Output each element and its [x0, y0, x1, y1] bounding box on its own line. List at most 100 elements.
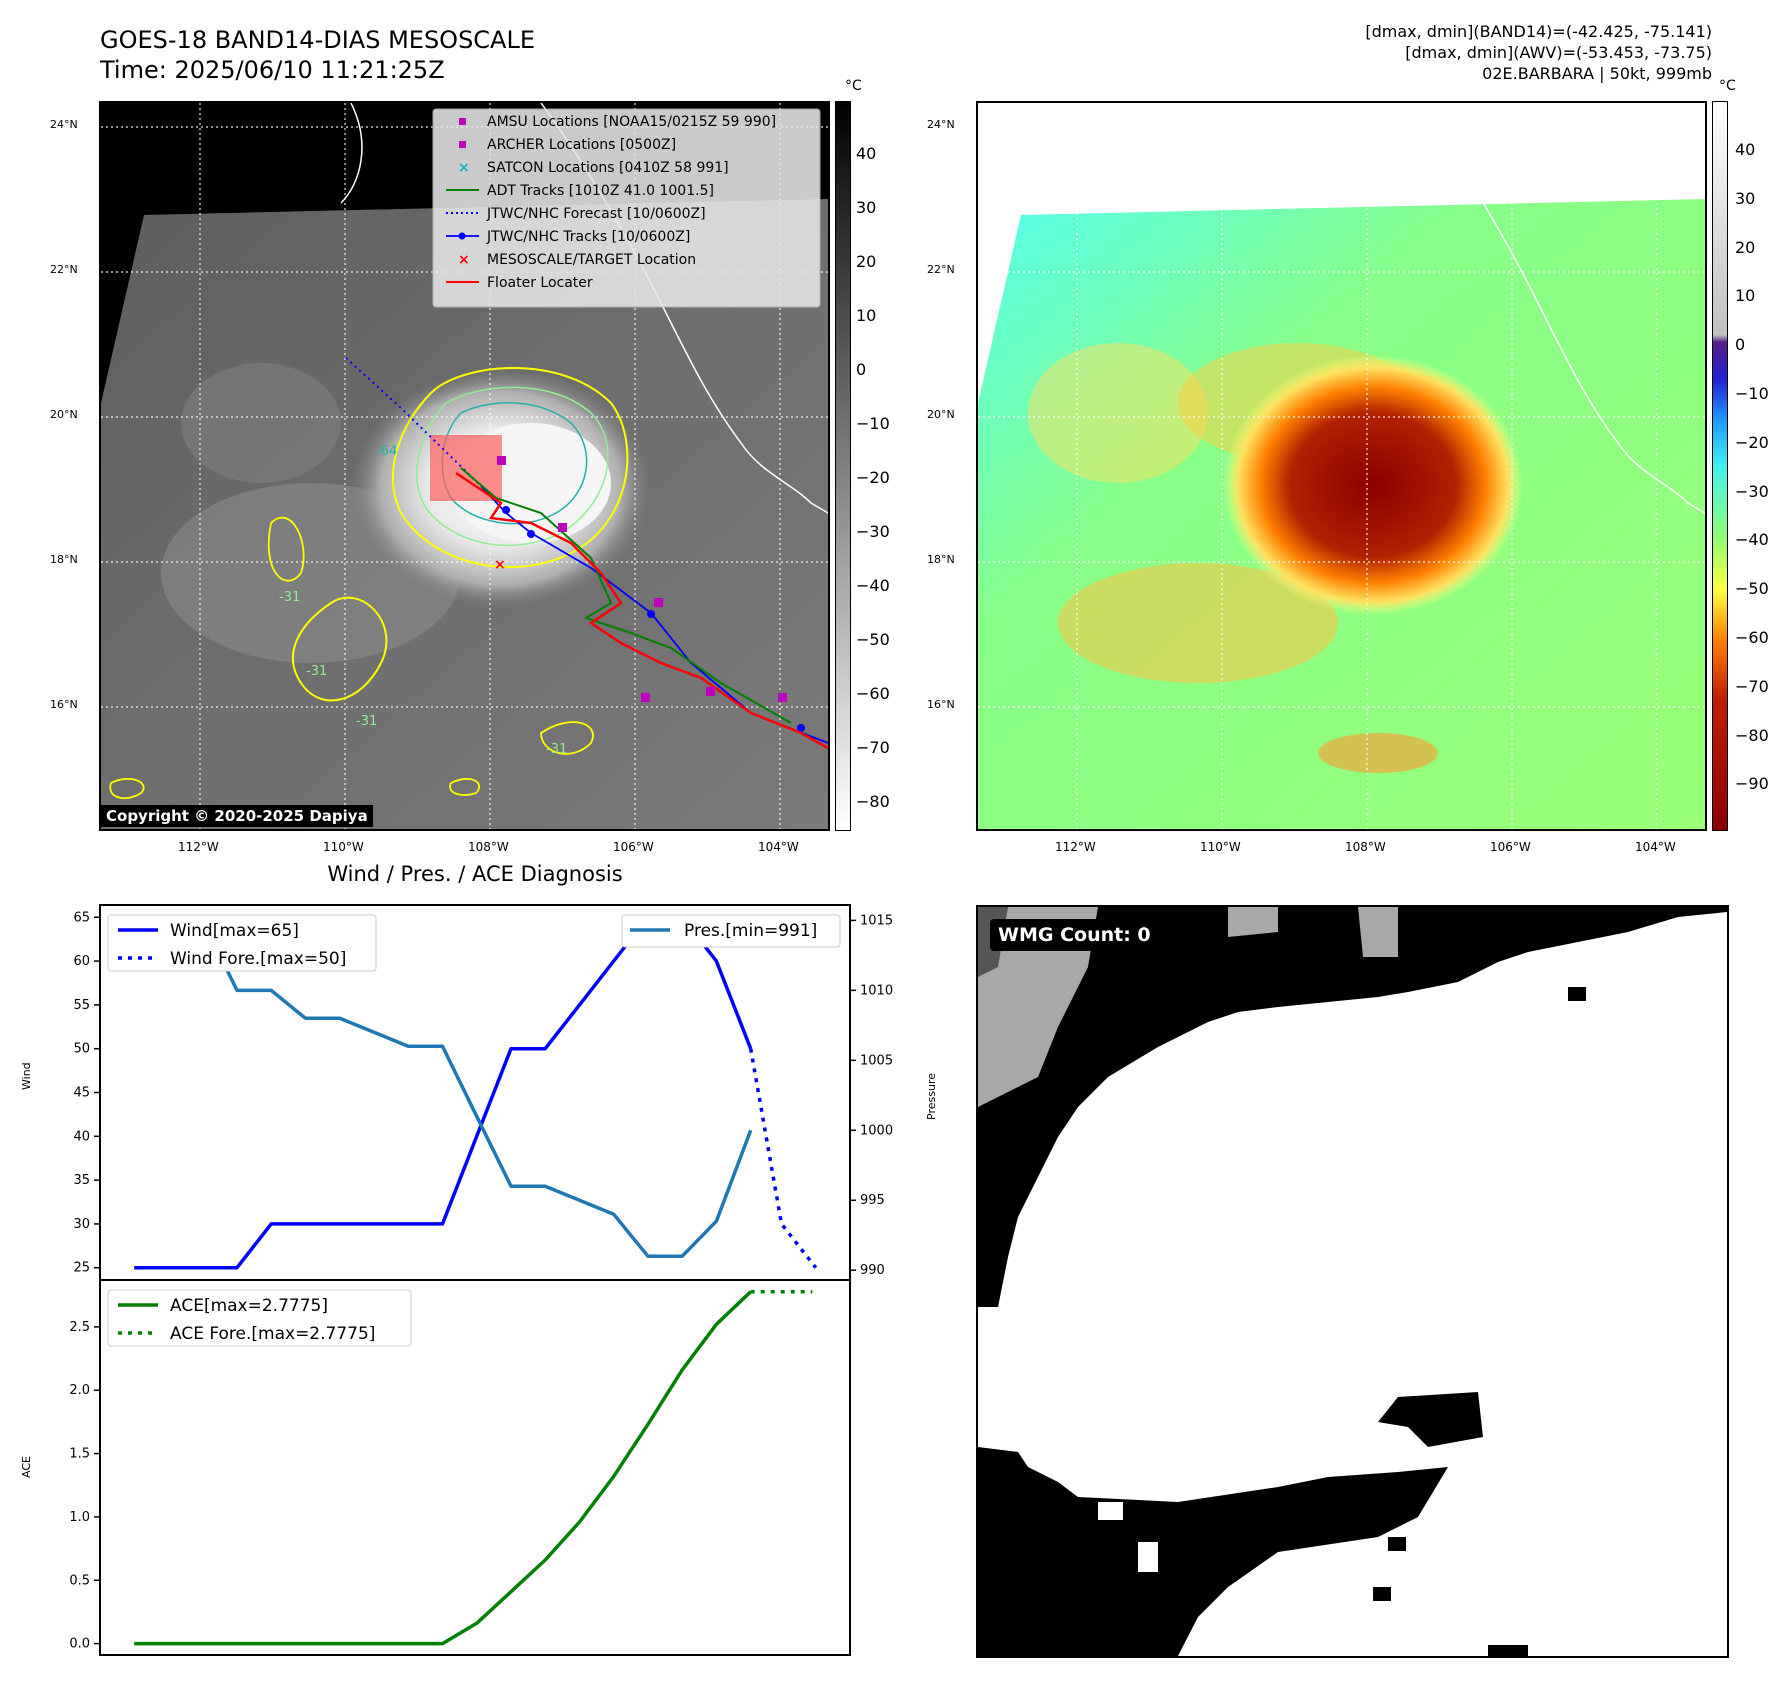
- svg-text:×: ×: [458, 252, 470, 268]
- awv-lon-label: 106°W: [1490, 840, 1531, 854]
- series-line: [134, 1290, 752, 1646]
- awv-colorbar-tick: 10: [1735, 286, 1756, 306]
- ir-colorbar-tick: 10: [856, 306, 877, 325]
- pressure-legend: Pres.[min=991]: [621, 914, 841, 948]
- ir-colorbar-unit: °C: [845, 78, 862, 94]
- figure-title: GOES-18 BAND14-DIAS MESOSCALE: [100, 26, 536, 54]
- ir-colorbar-tick: −30: [856, 522, 890, 541]
- contour-label: -31: [279, 590, 300, 605]
- axis-tick-label: 1000: [860, 1123, 893, 1138]
- awv-colorbar-tick: −80: [1735, 725, 1769, 745]
- floater-box: [430, 435, 502, 501]
- copyright-label: Copyright © 2020-2025 Dapiya: [101, 805, 373, 827]
- legend-wind: Wind[max=65]: [170, 921, 299, 941]
- awv-lon-label: 104°W: [1635, 840, 1676, 854]
- awv-lat-label: 18°N: [927, 553, 955, 566]
- axis-tick-label: 60: [73, 954, 90, 969]
- ir-lat-label: 24°N: [50, 118, 78, 131]
- axis-tick-label: 1015: [860, 913, 893, 928]
- axis-tick-label: 40: [73, 1129, 90, 1144]
- awv-lon-label: 108°W: [1345, 840, 1386, 854]
- ace-chart: 0.0 0.5 1.0 1.5 2.0 2.5 ACE[max=2.7775] ACE F…: [69, 1279, 851, 1656]
- awv-colorbar-tick: −10: [1735, 384, 1769, 403]
- awv-colorbar-tick: −70: [1735, 676, 1769, 696]
- legend-satcon: SATCON Locations [0410Z 58 991]: [487, 160, 729, 176]
- wind-legend: Wind[max=65] Wind Fore.[max=50]: [107, 914, 377, 972]
- ir-lon-label: 110°W: [323, 840, 364, 854]
- axis-tick-label: 30: [73, 1217, 90, 1232]
- awv-colorbar-tick: −60: [1735, 628, 1769, 647]
- awv-colorbar-tick: 40: [1735, 140, 1756, 159]
- ir-lat-label: 22°N: [50, 263, 78, 276]
- axis-tick-label: 25: [73, 1261, 90, 1276]
- awv-colorbar-tick: 30: [1735, 188, 1756, 208]
- svg-text:×: ×: [458, 160, 470, 176]
- axis-tick-label: 1.5: [69, 1447, 90, 1462]
- axis-tick-label: 990: [860, 1263, 885, 1278]
- axis-tick-label: 2.5: [69, 1320, 90, 1335]
- awv-colorbar-tick: 0: [1735, 335, 1746, 355]
- axis-tick-label: 1010: [860, 983, 893, 998]
- ir-lon-label: 108°W: [468, 840, 509, 854]
- diagnosis-title: Wind / Pres. / ACE Diagnosis: [327, 862, 623, 886]
- legend-ace: ACE[max=2.7775]: [170, 1296, 328, 1316]
- ir-colorbar-tick: 30: [856, 198, 877, 217]
- ir-colorbar-tick: −20: [856, 468, 890, 487]
- legend-archer: ARCHER Locations [0500Z]: [487, 137, 676, 153]
- ir-colorbar-tick: 40: [856, 144, 877, 163]
- ir-legend: AMSU Locations [NOAA15/0215Z 59 990] ARC…: [432, 108, 821, 308]
- awv-lon-label: 110°W: [1200, 840, 1241, 854]
- legend-ace-forecast: ACE Fore.[max=2.7775]: [170, 1324, 375, 1344]
- diagnosis-charts: 25 30 35 40 45 50 55 60 65 990 995 1000 1005 1010 101…: [69, 904, 893, 1656]
- ir-colorbar-tick: −80: [856, 792, 890, 811]
- awv-lon-label: 112°W: [1055, 840, 1096, 854]
- ir-lat-label: 20°N: [50, 408, 78, 421]
- contour-label: -31: [356, 714, 377, 729]
- ir-colorbar-tick: −40: [856, 576, 890, 595]
- axis-tick-label: 55: [73, 998, 90, 1013]
- awv-lat-label: 24°N: [927, 118, 955, 131]
- legend-pressure: Pres.[min=991]: [684, 921, 817, 941]
- ir-lat-label: 16°N: [50, 698, 78, 711]
- axis-tick-label: 995: [860, 1193, 885, 1208]
- ace-legend: ACE[max=2.7775] ACE Fore.[max=2.7775]: [107, 1289, 412, 1347]
- ir-lon-label: 104°W: [758, 840, 799, 854]
- ir-colorbar-tick: 20: [856, 252, 877, 271]
- ir-colorbar-tick: −50: [856, 630, 890, 649]
- awv-lat-label: 20°N: [927, 408, 955, 421]
- awv-colorbar-tick: −50: [1735, 579, 1769, 599]
- ir-lon-label: 106°W: [613, 840, 654, 854]
- ir-colorbar: [835, 101, 851, 831]
- legend-floater: Floater Locater: [487, 275, 593, 291]
- ir-colorbar-tick: −10: [856, 414, 890, 433]
- ir-colorbar-tick: −70: [856, 738, 890, 757]
- contour-label: -64: [376, 444, 397, 459]
- awv-colorbar: [1712, 101, 1728, 831]
- ir-colorbar-tick: −60: [856, 684, 890, 703]
- awv-satellite-panel: [976, 101, 1707, 831]
- ir-lon-label: 112°W: [178, 840, 219, 854]
- figure-time: Time: 2025/06/10 11:21:25Z: [100, 56, 445, 84]
- axis-tick-label: 0.0: [69, 1637, 90, 1652]
- wmg-image: [978, 907, 1727, 1656]
- wmg-count-label: WMG Count: 0: [990, 919, 1159, 951]
- legend-wind-forecast: Wind Fore.[max=50]: [170, 949, 346, 969]
- mesoscale-target-marker: ×: [494, 557, 506, 573]
- ir-satellite-panel: -64 -31 -31 -31 -31 × AMSU Locations [NO…: [99, 101, 830, 831]
- awv-colorbar-tick: −30: [1735, 481, 1769, 501]
- legend-adt: ADT Tracks [1010Z 41.0 1001.5]: [487, 183, 714, 199]
- ir-satellite-image: -64 -31 -31 -31 -31 × AMSU Locations [NO…: [101, 103, 828, 829]
- awv-colorbar-unit: °C: [1719, 78, 1736, 94]
- awv-colorbar-tick: 20: [1735, 237, 1756, 257]
- axis-tick-label: 1005: [860, 1053, 893, 1068]
- dmax-band14: [dmax, dmin](BAND14)=(-42.425, -75.141): [1365, 22, 1712, 41]
- awv-satellite-image: [978, 103, 1705, 829]
- legend-mesoscale: MESOSCALE/TARGET Location: [487, 252, 696, 268]
- axis-tick-label: 35: [73, 1173, 90, 1188]
- awv-lat-label: 22°N: [927, 263, 955, 276]
- legend-jtwc-tracks: JTWC/NHC Tracks [10/0600Z]: [486, 229, 690, 245]
- legend-jtwc-forecast: JTWC/NHC Forecast [10/0600Z]: [486, 206, 706, 222]
- ir-lat-label: 18°N: [50, 553, 78, 566]
- axis-tick-label: 65: [73, 910, 90, 925]
- contour-label: -31: [546, 742, 567, 757]
